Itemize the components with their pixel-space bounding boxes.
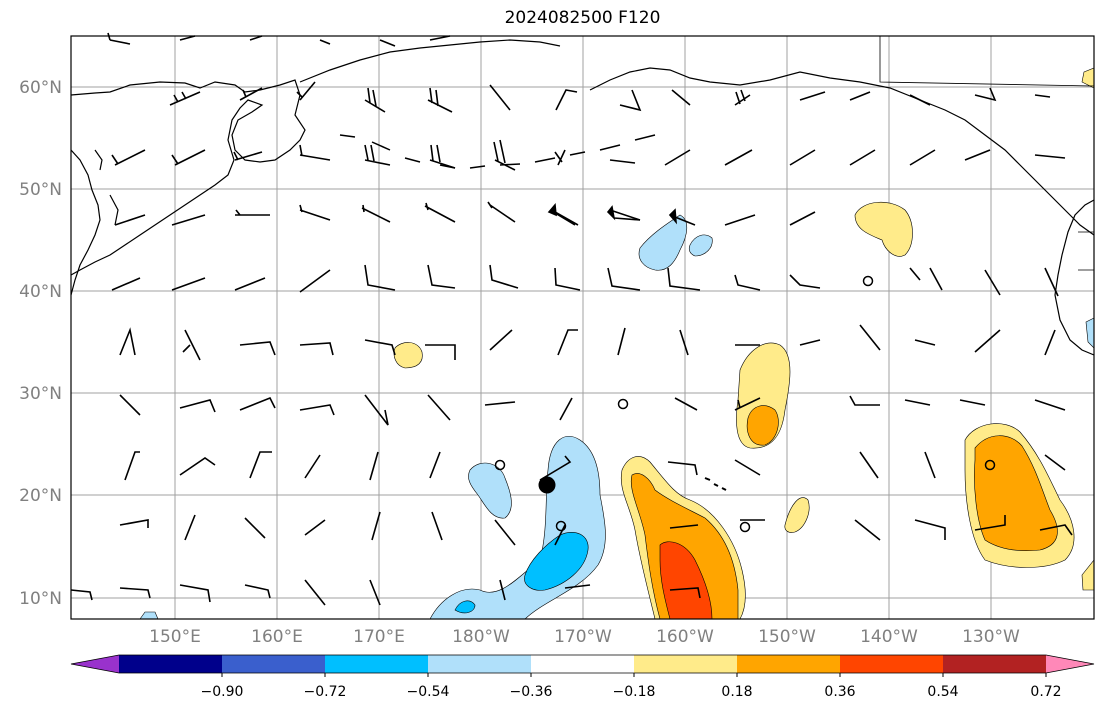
lon-label: 140°W [860, 627, 918, 647]
colorbar-labels: −0.90 −0.72 −0.54 −0.36 −0.18 0.18 0.36 0.54 0.7… [201, 684, 1062, 700]
lon-label: 170°W [554, 627, 612, 647]
lon-label: 180°W [452, 627, 510, 647]
shaded-contours [139, 67, 1095, 620]
markers [494, 275, 996, 533]
lat-label: 10°N [19, 589, 62, 609]
lon-label: 150°E [149, 627, 201, 647]
lat-label: 50°N [19, 180, 62, 200]
colorbar-label: −0.90 [201, 684, 244, 700]
colorbar-label: −0.72 [304, 684, 347, 700]
colorbar-segment [119, 655, 223, 673]
colorbar: −0.90 −0.72 −0.54 −0.36 −0.18 0.18 0.36 0.54 0.7… [70, 654, 1095, 700]
colorbar-label: 0.36 [824, 684, 855, 700]
open-circle-marker-icon [739, 521, 751, 533]
colorbar-segment [428, 655, 532, 673]
lon-label: 160°W [656, 627, 714, 647]
colorbar-segment [531, 655, 635, 673]
coastlines [70, 36, 1095, 491]
open-circle-marker-icon [494, 459, 506, 471]
map-frame [70, 35, 1095, 620]
colorbar-segment [943, 655, 1047, 673]
colorbar-label: 0.18 [721, 684, 752, 700]
filled-circle-marker-icon [538, 476, 556, 494]
wind-barb-icon [668, 208, 678, 225]
colorbar-extend-max [1046, 655, 1094, 673]
longitude-labels: 150°E 160°E 170°E 180°W 170°W 160°W 150°… [149, 627, 1020, 647]
colorbar-segments [70, 654, 1095, 674]
colorbar-outline [70, 654, 1095, 674]
lon-label: 130°W [962, 627, 1020, 647]
wind-barbs [70, 32, 1073, 606]
colorbar-segment [634, 655, 738, 673]
colorbar-extend-min [71, 655, 119, 673]
lon-label: 150°W [758, 627, 816, 647]
lat-label: 60°N [19, 78, 62, 98]
colorbar-label: 0.54 [927, 684, 958, 700]
colorbar-label: −0.18 [613, 684, 656, 700]
wind-barb-icon [606, 205, 641, 221]
colorbar-segment [325, 655, 429, 673]
colorbar-label: −0.54 [407, 684, 450, 700]
colorbar-segment [737, 655, 841, 673]
lat-label: 30°N [19, 384, 62, 404]
colorbar-ticks [221, 673, 1047, 677]
lat-label: 40°N [19, 282, 62, 302]
colorbar-segment [840, 655, 944, 673]
wind-barb-icon [70, 32, 1073, 606]
open-circle-marker-icon [984, 459, 996, 471]
open-circle-marker-icon [617, 398, 629, 410]
colorbar-label: 0.72 [1030, 684, 1061, 700]
open-circle-marker-icon [862, 275, 874, 287]
lon-label: 170°E [353, 627, 405, 647]
latitude-labels: 60°N 50°N 40°N 30°N 20°N 10°N [19, 78, 62, 609]
colorbar-segment [222, 655, 326, 673]
colorbar-label: −0.36 [510, 684, 553, 700]
chart-title: 2024082500 F120 [504, 8, 661, 28]
lat-label: 20°N [19, 486, 62, 506]
lon-label: 160°E [251, 627, 303, 647]
open-circle-marker-icon [555, 520, 567, 532]
wind-barb-icon [547, 203, 579, 226]
